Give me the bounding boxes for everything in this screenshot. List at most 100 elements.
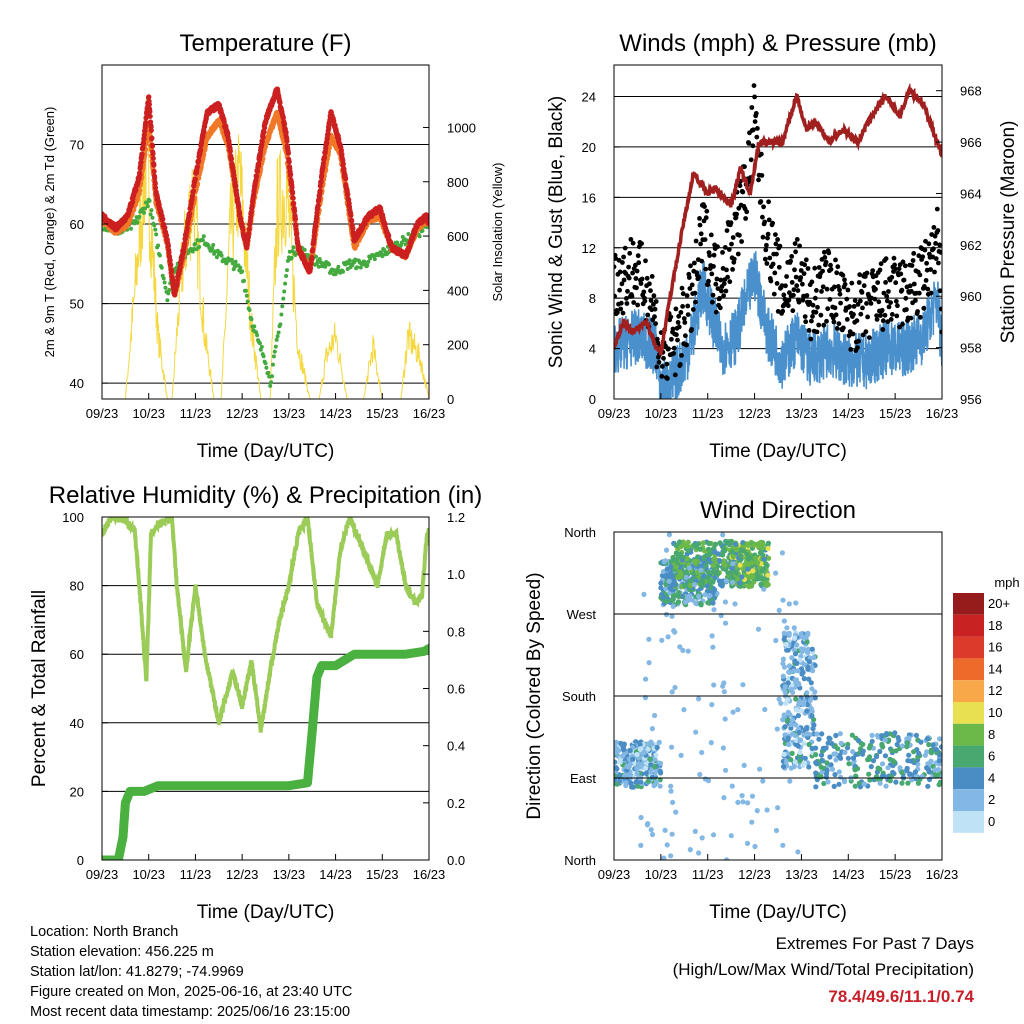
- x-tick-label: 16/23: [413, 867, 446, 882]
- data-point: [938, 249, 942, 255]
- data-point: [805, 266, 811, 271]
- data-point: [856, 338, 861, 344]
- data-point: [888, 300, 893, 305]
- data-point: [781, 630, 787, 636]
- temp-ylabel: 2m & 9m T (Red, Orange) & 2m Td (Green): [42, 107, 57, 358]
- data-point: [833, 751, 839, 757]
- data-point: [791, 292, 796, 298]
- data-point: [779, 283, 785, 288]
- x-tick-label: 12/23: [226, 406, 259, 421]
- data-point: [240, 269, 245, 274]
- data-point: [624, 296, 629, 301]
- data-point: [780, 308, 786, 314]
- data-point: [165, 243, 171, 249]
- data-point: [924, 765, 930, 771]
- data-point: [882, 753, 889, 759]
- data-point: [256, 161, 262, 167]
- data-point: [629, 293, 635, 299]
- dir-title: Wind Direction: [700, 497, 856, 524]
- data-point: [668, 314, 674, 320]
- data-point: [690, 597, 696, 603]
- data-point: [800, 281, 805, 287]
- data-point: [915, 780, 922, 786]
- data-point: [923, 238, 928, 244]
- data-point: [752, 94, 757, 100]
- sonic-wind-line: [614, 251, 942, 399]
- data-point: [710, 299, 715, 305]
- data-point: [323, 264, 328, 269]
- data-point: [890, 769, 896, 775]
- data-point: [151, 162, 157, 168]
- data-point: [707, 551, 713, 558]
- data-point: [939, 329, 942, 335]
- data-point: [661, 355, 666, 361]
- wind-title: Winds (mph) & Pressure (mb): [619, 30, 936, 57]
- wind-panel: Winds (mph) & Pressure (mb)09/23 10/23 11/…: [546, 30, 1019, 462]
- data-point: [210, 246, 215, 251]
- data-point: [292, 208, 298, 214]
- data-point: [290, 190, 296, 196]
- data-point: [380, 254, 385, 259]
- data-point: [849, 280, 855, 286]
- data-point: [272, 349, 277, 354]
- y2-tick-label: 0.6: [447, 682, 465, 697]
- data-point: [824, 318, 829, 324]
- data-point: [925, 783, 931, 789]
- data-point: [813, 752, 819, 758]
- data-point: [912, 769, 919, 775]
- data-point: [885, 319, 891, 325]
- data-point: [310, 246, 316, 253]
- data-point: [904, 307, 909, 312]
- data-point: [347, 258, 352, 263]
- data-point: [686, 275, 692, 280]
- data-point: [225, 130, 231, 137]
- x-tick-label: 13/23: [785, 406, 818, 421]
- data-point: [417, 234, 422, 239]
- data-point: [699, 258, 705, 264]
- data-point: [764, 261, 770, 266]
- data-point: [886, 289, 891, 294]
- data-point: [655, 340, 661, 346]
- data-point: [148, 127, 154, 133]
- data-point: [672, 372, 678, 378]
- data-point: [614, 781, 620, 787]
- data-point: [895, 303, 900, 309]
- data-point: [726, 247, 732, 252]
- data-point: [797, 749, 803, 756]
- data-point: [168, 262, 174, 268]
- data-point: [698, 241, 703, 247]
- data-point: [909, 263, 915, 268]
- data-point: [246, 231, 252, 237]
- data-point: [195, 164, 201, 170]
- data-point: [907, 771, 913, 777]
- data-point: [806, 676, 812, 682]
- data-point: [274, 337, 279, 342]
- x-tick-label: 13/23: [273, 867, 306, 882]
- data-point: [813, 784, 819, 790]
- data-point: [855, 302, 861, 307]
- data-point: [340, 161, 346, 167]
- y-tick-label: 8: [589, 291, 596, 306]
- data-point: [921, 305, 927, 311]
- data-point: [785, 647, 791, 653]
- data-point: [796, 681, 802, 687]
- data-point: [789, 750, 795, 757]
- data-point: [899, 743, 906, 749]
- data-point: [860, 305, 865, 311]
- data-point: [671, 351, 676, 356]
- data-point: [925, 761, 931, 767]
- data-point: [163, 232, 170, 238]
- data-point: [838, 755, 844, 761]
- data-point: [758, 581, 764, 588]
- data-point: [812, 695, 818, 701]
- data-point: [634, 285, 639, 291]
- data-point: [827, 297, 833, 302]
- data-point: [814, 288, 819, 293]
- data-point: [259, 138, 265, 145]
- data-point: [626, 264, 631, 270]
- data-point: [624, 763, 630, 769]
- data-point: [896, 266, 902, 272]
- data-point: [794, 283, 800, 289]
- data-point: [664, 572, 670, 578]
- data-point: [833, 757, 839, 763]
